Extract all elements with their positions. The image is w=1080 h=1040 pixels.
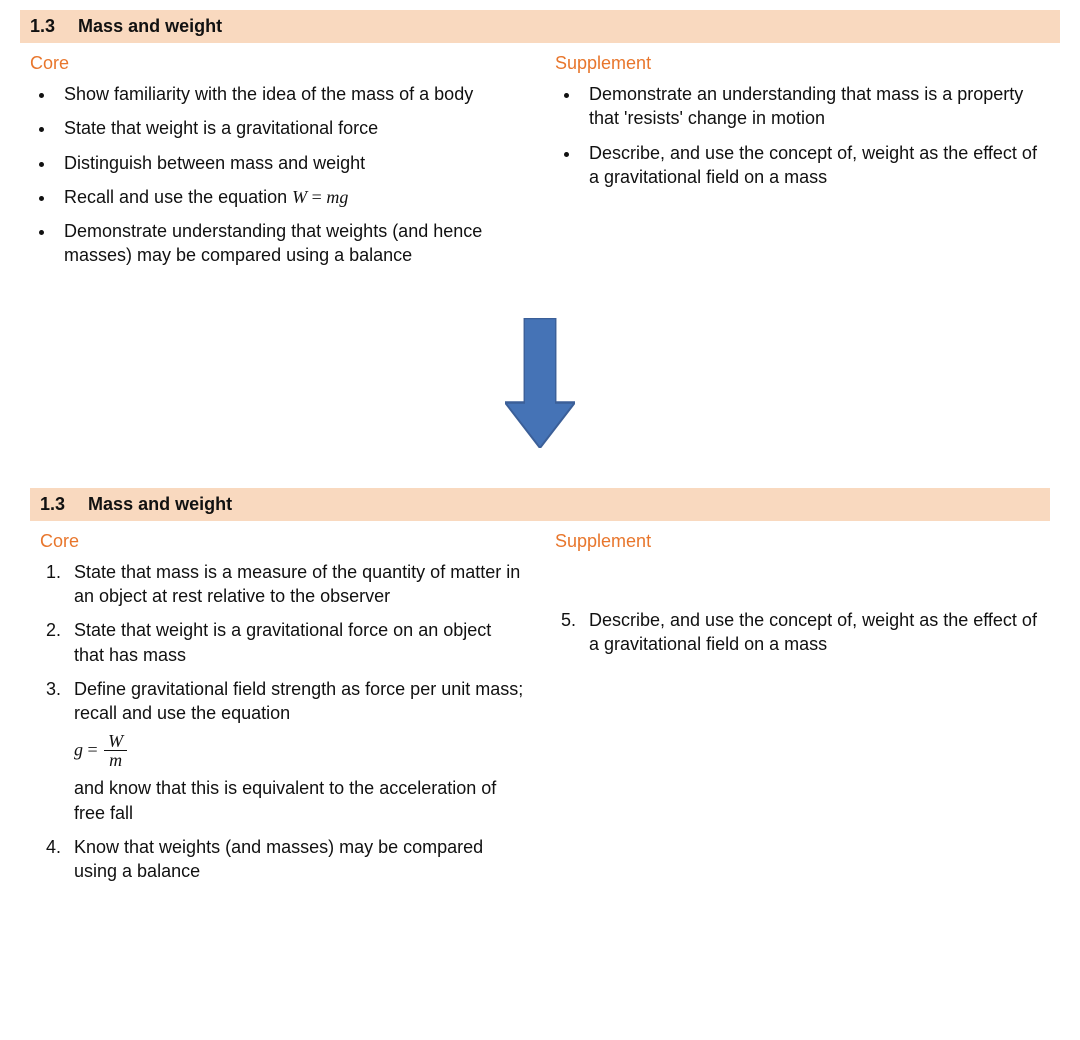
core-list-bottom: State that mass is a measure of the quan… — [40, 560, 525, 884]
equation-g-w-m: g = Wm — [74, 732, 525, 771]
list-item: Describe, and use the concept of, weight… — [581, 141, 1050, 190]
core-heading: Core — [40, 531, 525, 552]
supplement-list-top: Demonstrate an understanding that mass i… — [555, 82, 1050, 189]
down-arrow-container — [20, 318, 1060, 448]
list-item: Demonstrate understanding that weights (… — [56, 219, 525, 268]
section-header-bottom: 1.3 Mass and weight — [30, 488, 1050, 521]
list-item: State that mass is a measure of the quan… — [66, 560, 525, 609]
list-item: Show familiarity with the idea of the ma… — [56, 82, 525, 106]
list-item: Recall and use the equation W = mg — [56, 185, 525, 209]
section-top: 1.3 Mass and weight Core Show familiarit… — [20, 10, 1060, 278]
section-title: Mass and weight — [78, 16, 222, 36]
list-item: Distinguish between mass and weight — [56, 151, 525, 175]
core-column-bottom: Core State that mass is a measure of the… — [40, 527, 525, 894]
supplement-heading: Supplement — [555, 53, 1050, 74]
section-number: 1.3 — [40, 494, 65, 514]
supplement-column-bottom: Supplement Describe, and use the concept… — [555, 527, 1040, 894]
section-number: 1.3 — [30, 16, 55, 36]
core-column-top: Core Show familiarity with the idea of t… — [30, 49, 525, 278]
list-item: Define gravitational field strength as f… — [66, 677, 525, 825]
list-item: State that weight is a gravitational for… — [56, 116, 525, 140]
list-item: Demonstrate an understanding that mass i… — [581, 82, 1050, 131]
supplement-column-top: Supplement Demonstrate an understanding … — [555, 49, 1050, 278]
fraction: Wm — [104, 732, 127, 771]
list-item: Know that weights (and masses) may be co… — [66, 835, 525, 884]
down-arrow-icon — [505, 318, 575, 448]
section-bottom: 1.3 Mass and weight Core State that mass… — [20, 488, 1060, 894]
supplement-heading: Supplement — [555, 531, 1040, 552]
list-item: Describe, and use the concept of, weight… — [581, 608, 1040, 657]
equation-wmg: W = mg — [292, 187, 348, 207]
supplement-list-bottom: Describe, and use the concept of, weight… — [555, 608, 1040, 657]
columns-top: Core Show familiarity with the idea of t… — [20, 43, 1060, 278]
columns-bottom: Core State that mass is a measure of the… — [30, 521, 1050, 894]
section-title: Mass and weight — [88, 494, 232, 514]
core-list-top: Show familiarity with the idea of the ma… — [30, 82, 525, 268]
section-header-top: 1.3 Mass and weight — [20, 10, 1060, 43]
list-item: State that weight is a gravitational for… — [66, 618, 525, 667]
core-heading: Core — [30, 53, 525, 74]
